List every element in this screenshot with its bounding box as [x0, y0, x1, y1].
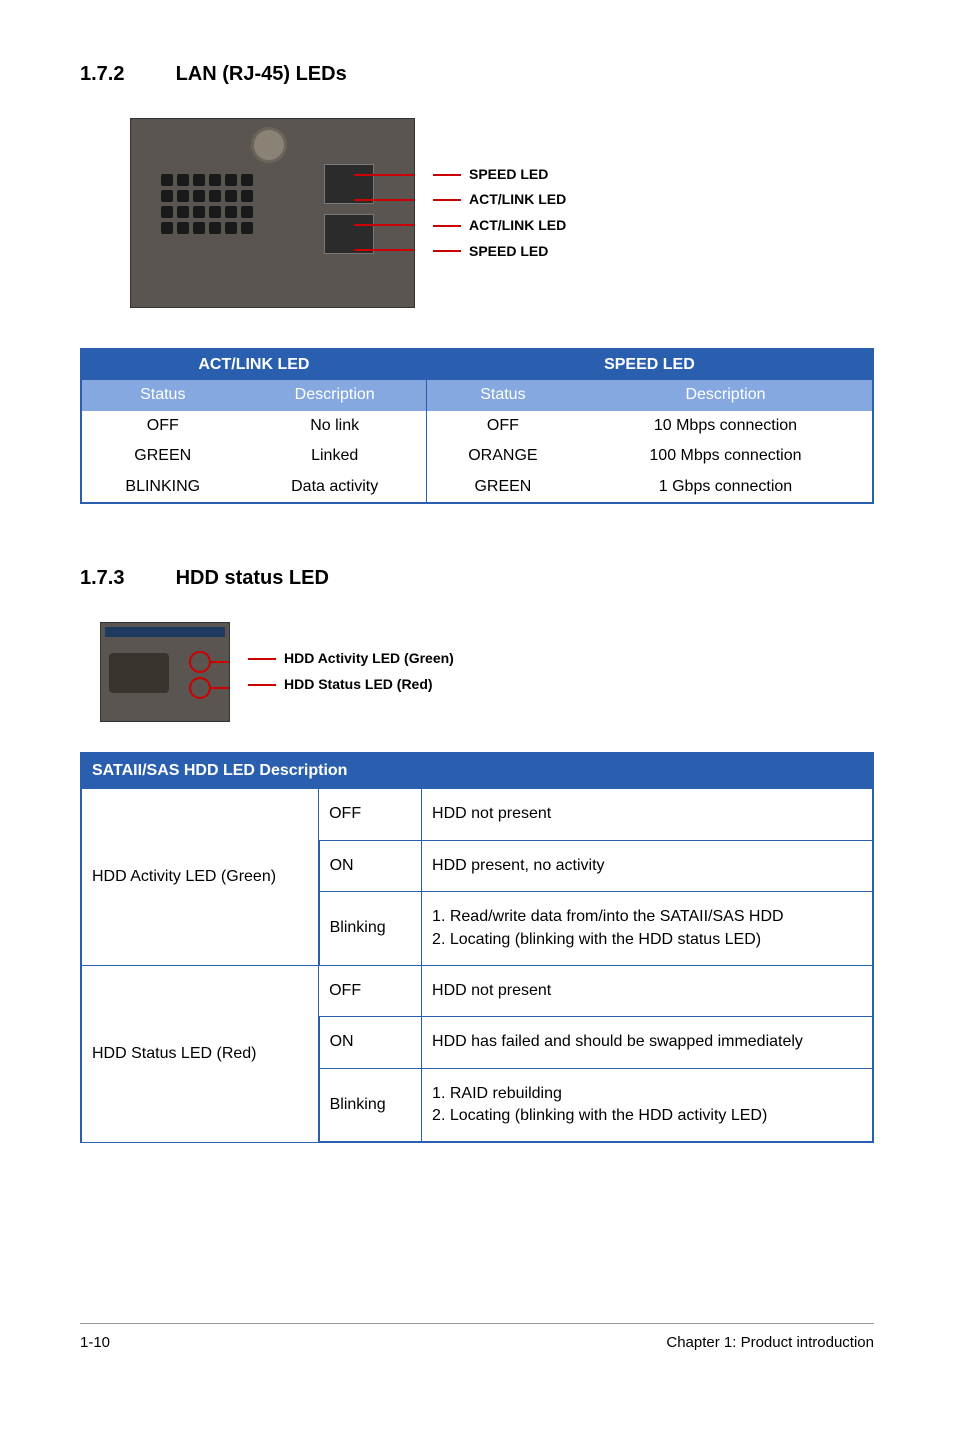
section-number: 1.7.3 — [80, 564, 170, 592]
hdd-desc: HDD has failed and should be swapped imm… — [422, 1017, 873, 1068]
led-subheader: Description — [244, 380, 427, 410]
led-cell: 1 Gbps connection — [579, 472, 873, 503]
figure-label: SPEED LED — [433, 242, 566, 262]
hdd-label-stack: HDD Activity LED (Green) HDD Status LED (… — [248, 643, 454, 700]
led-cell: No link — [244, 411, 427, 441]
led-subheader: Status — [81, 380, 244, 410]
section-title: HDD status LED — [176, 567, 329, 589]
hdd-state: OFF — [319, 965, 422, 1016]
footer-chapter: Chapter 1: Product introduction — [666, 1332, 874, 1353]
section-title: LAN (RJ-45) LEDs — [176, 63, 347, 85]
section-heading-lan: 1.7.2 LAN (RJ-45) LEDs — [80, 60, 874, 88]
led-table: ACT/LINK LED SPEED LED StatusDescription… — [80, 348, 874, 504]
figure-label: ACT/LINK LED — [433, 216, 566, 236]
hdd-desc: HDD not present — [422, 789, 873, 840]
led-cell: OFF — [426, 411, 579, 441]
hdd-state: Blinking — [319, 1068, 422, 1142]
footer-page-number: 1-10 — [80, 1332, 110, 1353]
led-cell: GREEN — [81, 441, 244, 471]
hdd-group-name: HDD Status LED (Red) — [81, 965, 319, 1142]
hdd-table-header: SATAII/SAS HDD LED Description — [81, 753, 873, 789]
figure-label: SPEED LED — [433, 165, 566, 185]
led-cell: Data activity — [244, 472, 427, 503]
led-subheader: Description — [579, 380, 873, 410]
hdd-desc: 1. RAID rebuilding2. Locating (blinking … — [422, 1068, 873, 1142]
hdd-desc: HDD present, no activity — [422, 840, 873, 891]
figure-label: ACT/LINK LED — [433, 190, 566, 210]
led-cell: ORANGE — [426, 441, 579, 471]
hdd-state: ON — [319, 1017, 422, 1068]
led-cell: Linked — [244, 441, 427, 471]
led-cell: 10 Mbps connection — [579, 411, 873, 441]
section-heading-hdd: 1.7.3 HDD status LED — [80, 564, 874, 592]
led-cell: OFF — [81, 411, 244, 441]
hdd-desc: 1. Read/write data from/into the SATAII/… — [422, 892, 873, 966]
hdd-group-name: HDD Activity LED (Green) — [81, 789, 319, 966]
figure-label: HDD Status LED (Red) — [248, 675, 454, 695]
lan-photo — [130, 118, 415, 308]
figure-label: HDD Activity LED (Green) — [248, 649, 454, 669]
led-header-left: ACT/LINK LED — [81, 349, 426, 380]
lan-figure: SPEED LED ACT/LINK LED ACT/LINK LED SPEED L… — [130, 118, 874, 308]
lan-label-stack: SPEED LED ACT/LINK LED ACT/LINK LED SPEED L… — [433, 159, 566, 267]
hdd-state: Blinking — [319, 892, 422, 966]
hdd-figure: HDD Activity LED (Green) HDD Status LED (… — [100, 622, 874, 722]
led-subheader: Status — [426, 380, 579, 410]
section-number: 1.7.2 — [80, 60, 170, 88]
hdd-desc: HDD not present — [422, 965, 873, 1016]
hdd-photo — [100, 622, 230, 722]
led-cell: GREEN — [426, 472, 579, 503]
page-footer: 1-10 Chapter 1: Product introduction — [80, 1323, 874, 1353]
hdd-state: OFF — [319, 789, 422, 840]
led-cell: BLINKING — [81, 472, 244, 503]
led-cell: 100 Mbps connection — [579, 441, 873, 471]
hdd-table: SATAII/SAS HDD LED Description HDD Activ… — [80, 752, 874, 1144]
led-header-right: SPEED LED — [426, 349, 873, 380]
hdd-state: ON — [319, 840, 422, 891]
